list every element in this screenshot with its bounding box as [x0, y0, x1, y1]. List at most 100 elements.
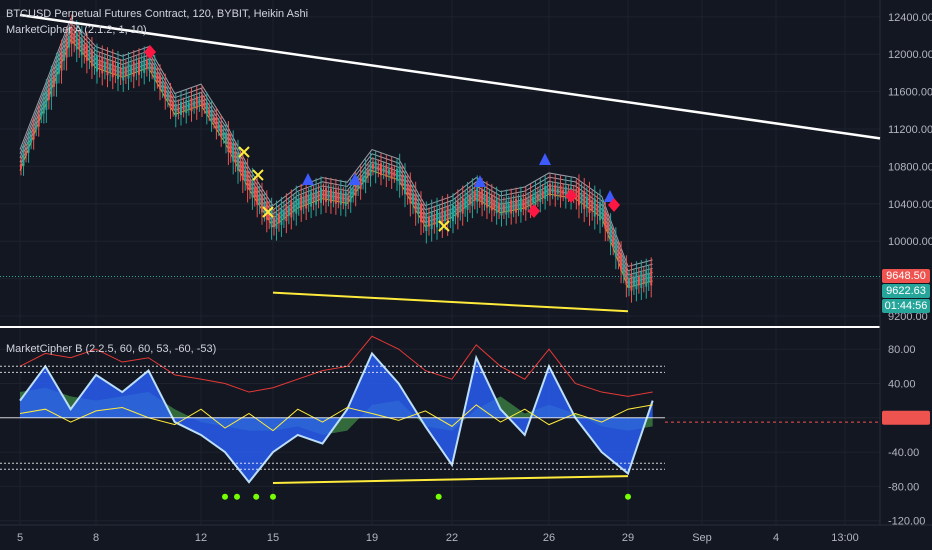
candle-body [642, 274, 645, 284]
candle-body [390, 166, 393, 179]
candle-body [422, 212, 425, 224]
resistance-trendline [19, 13, 881, 140]
candle-body [464, 199, 467, 209]
candle-body [114, 65, 117, 75]
sell-diamond-icon [528, 204, 540, 218]
candle-body [596, 203, 599, 215]
candle-body [164, 84, 167, 99]
candle-body [327, 191, 330, 199]
countdown-tag: 01:44:56 [882, 299, 930, 313]
candle-body [478, 191, 481, 200]
candle-body [93, 55, 96, 66]
candle-body [268, 210, 271, 221]
candle-body [169, 93, 172, 108]
candle-body [203, 102, 206, 108]
candle-body [468, 195, 471, 205]
candle-body [377, 165, 380, 171]
candle-body [585, 196, 588, 208]
candle-body [229, 142, 232, 154]
candle-body [98, 60, 101, 70]
candle-body [446, 206, 449, 224]
price-axis-label: 10000.00 [888, 236, 932, 248]
candle-body [130, 66, 133, 75]
time-axis-label: 19 [366, 532, 378, 544]
candle-body [190, 98, 193, 112]
candle-body [428, 216, 430, 227]
candle-body [249, 180, 251, 191]
candle-body [101, 57, 104, 74]
candle-body [241, 162, 244, 181]
candle-body [244, 170, 247, 182]
candle-body [433, 214, 436, 225]
candle-body [329, 188, 332, 203]
candle-body [556, 188, 559, 194]
candle-body [42, 101, 45, 114]
candle-body [622, 264, 625, 275]
candle-body [562, 189, 565, 195]
candle-body [119, 67, 122, 77]
candle-body [215, 117, 218, 130]
candle-body [275, 212, 278, 229]
candle-body [357, 183, 360, 190]
candle-body [324, 187, 327, 202]
buy-triangle-icon [302, 173, 314, 185]
candle-body [601, 208, 604, 219]
indicator-a-legend[interactable]: MarketCipher A (2.1.2, 1, 10) [6, 24, 147, 36]
candle-body [588, 194, 591, 213]
candle-body [549, 183, 551, 196]
candle-body [527, 199, 530, 206]
candle-body [393, 171, 396, 177]
buy-triangle-icon [474, 175, 486, 187]
last-high-price-tag: 9648.50 [882, 269, 930, 283]
osc-axis-label: 40.00 [888, 378, 916, 390]
candle-body [349, 189, 352, 203]
candle-body [534, 191, 537, 205]
indicator-b-legend[interactable]: MarketCipher B (2.2.5, 60, 60, 53, -60, … [6, 343, 217, 355]
candle-body [180, 101, 182, 115]
time-axis-label: 5 [17, 532, 23, 544]
candle-body [312, 194, 315, 203]
buy-dot [222, 493, 228, 500]
candle-body [385, 165, 388, 178]
candle-body [380, 163, 382, 176]
candle-body [495, 198, 498, 214]
candle-body [305, 193, 308, 209]
support-trendline [272, 291, 629, 313]
candle-body [282, 210, 285, 220]
rsi-line [19, 335, 653, 397]
buy-dot [270, 493, 276, 500]
candle-body [436, 210, 438, 228]
time-axis-label: 26 [543, 532, 555, 544]
osc-axis-label: 80.00 [888, 344, 916, 356]
candle-body [347, 196, 350, 203]
candle-body [483, 194, 486, 203]
candle-body [515, 198, 518, 213]
candle-body [22, 153, 25, 166]
candle-body [466, 193, 469, 210]
candle-body [606, 222, 609, 233]
candle-body [237, 152, 239, 171]
cross-marker-icon [252, 169, 264, 181]
candle-body [382, 167, 385, 173]
candle-body [280, 208, 283, 225]
candle-body [90, 49, 93, 67]
candle-body [50, 78, 53, 97]
price-axis-label: 11600.00 [888, 87, 932, 99]
candle-body [75, 32, 78, 50]
candle-body [222, 132, 225, 138]
candle-body [225, 132, 227, 144]
osc-support-trendline [272, 475, 629, 484]
last-price-tag: 9622.63 [882, 284, 930, 298]
candle-body [417, 202, 420, 214]
time-axis-label: 8 [93, 532, 99, 544]
candle-body [614, 239, 617, 257]
candle-body [510, 199, 513, 214]
candle-body [637, 276, 640, 286]
candle-body [591, 200, 594, 212]
candle-body [498, 203, 501, 212]
candle-body [493, 200, 496, 209]
candle-body [461, 197, 464, 214]
candle-body [539, 188, 542, 202]
candle-body [73, 33, 76, 44]
